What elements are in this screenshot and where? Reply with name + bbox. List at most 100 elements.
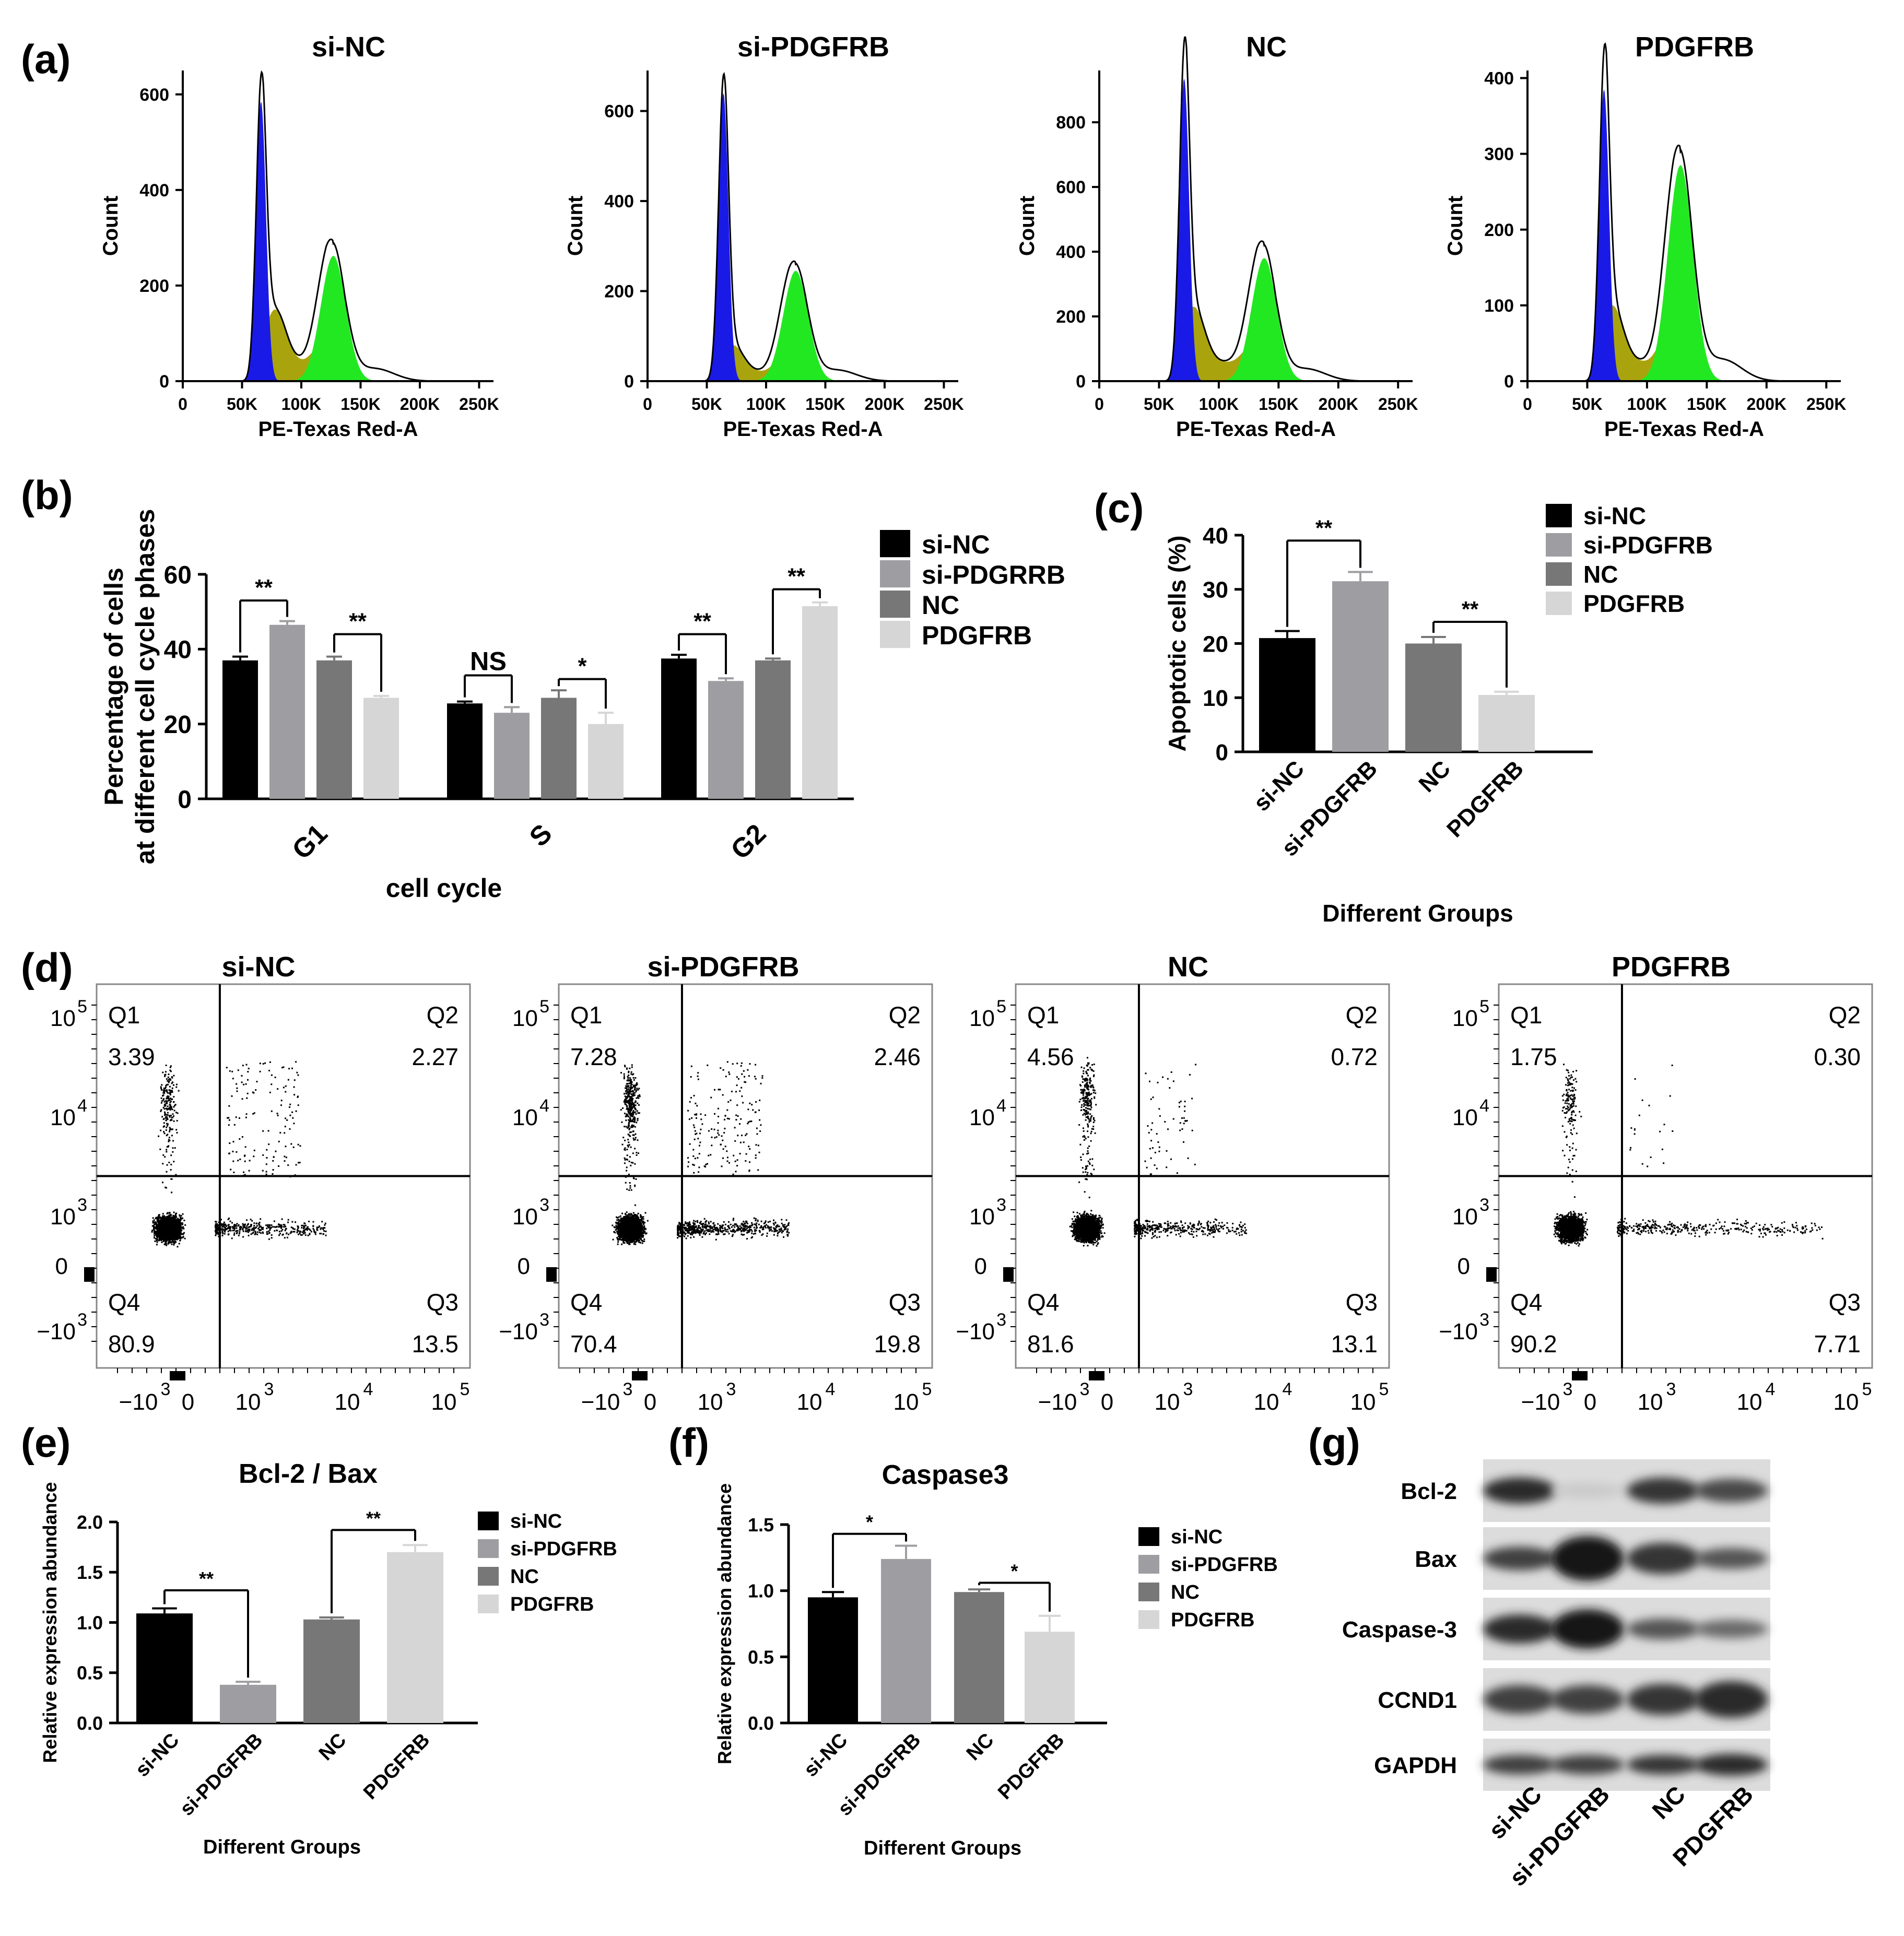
x-tick-label: −10 bbox=[1038, 1389, 1077, 1415]
x-tick-label: 250K bbox=[924, 395, 964, 414]
x-axis-label: PE-Texas Red-A bbox=[1176, 418, 1336, 441]
histogram-3: PDGFRB 0 100 200 300 400 0 50K 100K 150K 200K 250K P… bbox=[1444, 31, 1846, 441]
x-tick-label: 150K bbox=[340, 395, 381, 414]
y-tick-label: 10 bbox=[1452, 1204, 1478, 1230]
y-tick-label: 20 bbox=[1203, 631, 1228, 657]
y-tick-exponent: 3 bbox=[1479, 1195, 1489, 1215]
y-tick-label: 60 bbox=[164, 561, 192, 589]
x-tick-label: 0 bbox=[1095, 395, 1104, 414]
y-tick-label: 600 bbox=[139, 85, 169, 105]
quadrant-value: 90.2 bbox=[1510, 1330, 1557, 1357]
legend-label: PDGFRB bbox=[1171, 1609, 1254, 1631]
x-tick-label: 0 bbox=[178, 395, 187, 414]
y-tick-label: −10 bbox=[37, 1319, 76, 1344]
bar bbox=[881, 1559, 931, 1723]
legend-swatch bbox=[1546, 504, 1572, 527]
y-axis-zero-marker bbox=[546, 1267, 557, 1282]
y-tick-exponent: 3 bbox=[996, 1195, 1006, 1215]
bar bbox=[222, 660, 258, 799]
x-tick-label: 100K bbox=[281, 395, 322, 414]
x-tick-exponent: 4 bbox=[1283, 1379, 1292, 1399]
x-tick-label: 50K bbox=[691, 395, 722, 414]
y-tick-label: 0 bbox=[1216, 740, 1228, 765]
quadrant-name: Q3 bbox=[889, 1289, 921, 1316]
bar bbox=[387, 1552, 443, 1723]
significance-label: ** bbox=[694, 609, 711, 634]
panel-letter-f: (f) bbox=[668, 1420, 709, 1466]
x-tick-label: 200K bbox=[1319, 395, 1359, 414]
quadrant-value: 13.1 bbox=[1331, 1330, 1378, 1357]
legend-label: NC bbox=[1583, 561, 1618, 588]
x-axis-zero-marker bbox=[1089, 1371, 1104, 1380]
legend-swatch bbox=[478, 1539, 499, 1558]
blot-band bbox=[1551, 1536, 1624, 1581]
legend-label: NC bbox=[510, 1566, 539, 1588]
x-tick-exponent: 4 bbox=[826, 1379, 836, 1399]
legend-label: si-NC bbox=[510, 1510, 562, 1532]
x-tick-label: 50K bbox=[1572, 395, 1603, 414]
x-tick-exponent: 3 bbox=[1563, 1379, 1573, 1399]
x-tick-label: 10 bbox=[1834, 1389, 1859, 1415]
legend-swatch bbox=[478, 1512, 499, 1530]
blot-row-label: CCND1 bbox=[1378, 1687, 1457, 1713]
y-axis-label: Relative expression abundance bbox=[39, 1482, 61, 1763]
histogram-title: si-PDGFRB bbox=[737, 31, 889, 63]
y-tick-label: 0 bbox=[1458, 1254, 1470, 1279]
x-axis-zero-marker bbox=[170, 1371, 185, 1380]
quadrant-value: 80.9 bbox=[108, 1330, 155, 1357]
histogram-title: PDGFRB bbox=[1635, 31, 1754, 63]
blot-band bbox=[1551, 1482, 1624, 1499]
g1-phase-area bbox=[239, 101, 283, 381]
y-axis-label: Percentage of cells bbox=[99, 568, 128, 806]
y-tick-label: 200 bbox=[1484, 220, 1514, 240]
legend-swatch bbox=[880, 530, 910, 558]
y-tick-exponent: 4 bbox=[996, 1096, 1006, 1116]
y-tick-exponent: 4 bbox=[77, 1096, 87, 1116]
bar bbox=[303, 1619, 360, 1723]
g2-phase-area bbox=[286, 256, 381, 381]
panel-letter-e: (e) bbox=[21, 1420, 70, 1466]
g1-phase-area bbox=[1582, 89, 1626, 382]
blot-row-label: GAPDH bbox=[1374, 1753, 1457, 1778]
y-tick-label: 40 bbox=[1203, 523, 1228, 549]
y-tick-label: 0 bbox=[624, 372, 634, 392]
quadrant-value: 0.30 bbox=[1814, 1043, 1861, 1070]
legend-label: si-PDGFRB bbox=[1583, 532, 1713, 559]
quadrant-name: Q1 bbox=[108, 1001, 140, 1029]
y-axis-label: Count bbox=[1016, 196, 1039, 256]
scatter-title: si-NC bbox=[221, 951, 295, 983]
legend-swatch bbox=[1138, 1527, 1159, 1546]
blot-band bbox=[1695, 1754, 1768, 1776]
bar bbox=[541, 698, 577, 799]
legend-swatch bbox=[1138, 1555, 1159, 1574]
blot-band bbox=[1483, 1614, 1556, 1644]
y-tick-label: 400 bbox=[604, 192, 634, 211]
quadrant-name: Q2 bbox=[889, 1001, 921, 1029]
x-tick-label: 10 bbox=[797, 1389, 822, 1415]
y-tick-label: 800 bbox=[1056, 113, 1086, 133]
scatter-title: PDGFRB bbox=[1612, 951, 1731, 983]
significance-label: ** bbox=[1315, 516, 1333, 540]
x-tick-exponent: 3 bbox=[161, 1379, 171, 1399]
x-tick-label: 10 bbox=[1155, 1389, 1180, 1415]
x-axis-label: PE-Texas Red-A bbox=[723, 418, 883, 441]
event-dots bbox=[1553, 1064, 1824, 1247]
y-tick-label: 10 bbox=[50, 1105, 76, 1130]
legend-swatch bbox=[1138, 1583, 1159, 1601]
quadrant-value: 2.46 bbox=[874, 1043, 921, 1070]
quadrant-name: Q3 bbox=[1829, 1289, 1861, 1316]
x-tick-label: 0 bbox=[1523, 395, 1532, 414]
legend-label: si-PDGFRB bbox=[1171, 1554, 1278, 1576]
y-tick-label: 0 bbox=[974, 1254, 987, 1279]
y-axis-label: Relative expression abundance bbox=[714, 1483, 735, 1764]
quadrant-name: Q4 bbox=[570, 1289, 602, 1316]
x-tick-label: 100K bbox=[1627, 395, 1667, 414]
panel-g: Bcl-2BaxCaspase-3CCND1GAPDHsi-NCsi-PDGFR… bbox=[1342, 1459, 1770, 1891]
bar bbox=[494, 713, 530, 799]
blot-band bbox=[1627, 1477, 1700, 1504]
